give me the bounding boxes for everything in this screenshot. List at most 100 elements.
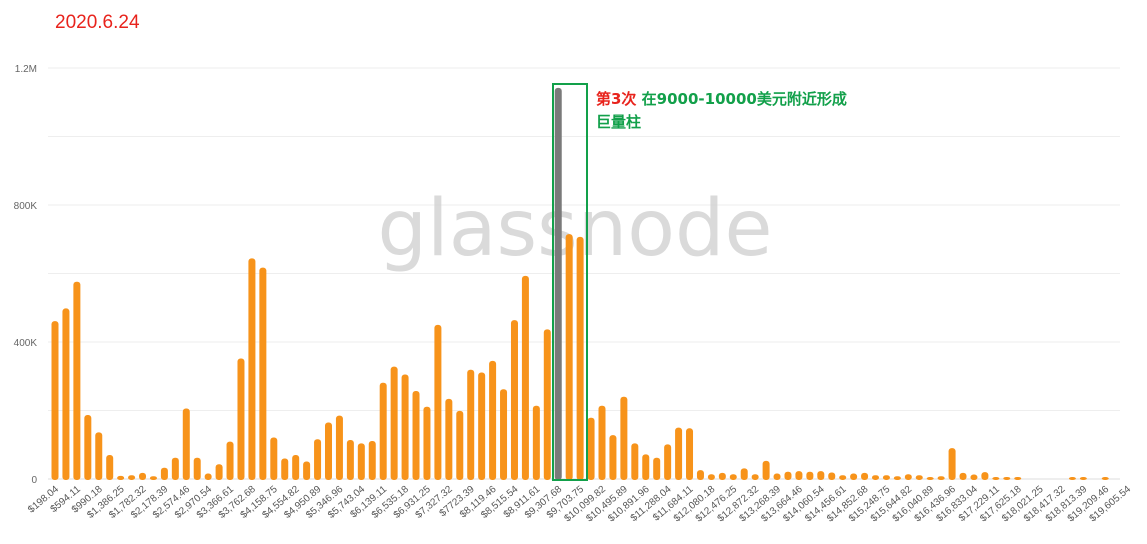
bar	[215, 464, 223, 480]
bar	[653, 457, 661, 480]
bar	[718, 472, 726, 480]
bar	[1101, 477, 1109, 480]
bar	[948, 448, 956, 480]
bar	[259, 267, 267, 480]
bar	[325, 422, 332, 480]
bar	[598, 405, 606, 480]
bar	[95, 432, 103, 480]
bar	[686, 428, 694, 480]
annotation: 第3次 在9000-10000美元附近形成 巨量柱	[596, 88, 847, 134]
bar	[893, 476, 901, 480]
y-tick-label: 1.2M	[15, 64, 37, 75]
bar	[631, 443, 639, 480]
bar	[795, 471, 803, 480]
annotation-highlight: 第3次	[596, 90, 637, 108]
bar	[171, 457, 179, 480]
bar	[751, 474, 759, 480]
bar	[303, 461, 311, 480]
bar	[806, 471, 814, 480]
bar	[368, 440, 376, 480]
bar	[1079, 477, 1087, 480]
bar	[1003, 476, 1011, 480]
bar	[740, 468, 748, 480]
bar	[926, 477, 934, 480]
bar	[675, 427, 683, 480]
bar	[270, 437, 278, 480]
bar	[817, 471, 825, 480]
bar	[346, 439, 354, 480]
bar	[248, 258, 256, 480]
bar	[609, 435, 617, 480]
bar	[445, 398, 453, 480]
bar	[106, 455, 114, 480]
bar	[532, 405, 540, 480]
glassnode-watermark: glassnode	[378, 184, 773, 274]
bar	[62, 308, 70, 480]
bar	[587, 417, 595, 480]
bar	[193, 457, 201, 480]
bar	[565, 234, 573, 480]
bar	[981, 472, 989, 480]
bar	[489, 360, 497, 480]
bar	[850, 473, 858, 480]
bar	[478, 372, 486, 480]
bar	[237, 358, 245, 480]
bar	[390, 366, 398, 480]
bar	[434, 324, 442, 480]
y-tick-label: 0	[31, 475, 37, 486]
bar	[959, 472, 967, 480]
bar	[139, 472, 147, 480]
bar	[828, 472, 836, 480]
bar	[51, 321, 59, 480]
bar	[882, 475, 890, 480]
highlight-box	[552, 83, 588, 481]
bar	[182, 408, 190, 480]
bar	[510, 320, 518, 480]
bar	[554, 87, 562, 481]
bar	[696, 470, 704, 480]
bar	[335, 415, 343, 480]
bar	[784, 471, 792, 480]
x-axis: $198.04$594.11$990.18$1,386.25$1,782.32$…	[26, 484, 1133, 525]
bar	[128, 475, 136, 480]
bar	[904, 474, 912, 480]
y-tick-label: 400K	[14, 338, 38, 349]
y-axis: 0 400K 800K 1.2M	[14, 64, 38, 486]
bar	[664, 444, 672, 480]
bar	[762, 460, 770, 480]
annotation-text-line1: 在9000-10000美元附近形成	[641, 90, 847, 108]
bar	[543, 329, 551, 480]
bar	[937, 476, 945, 480]
bar	[915, 475, 923, 480]
bar	[773, 473, 781, 480]
bar	[992, 477, 1000, 480]
bar	[84, 414, 92, 480]
bar	[521, 275, 529, 480]
bar	[423, 406, 431, 480]
bar	[357, 443, 365, 480]
bar	[160, 467, 168, 480]
bar	[861, 472, 869, 480]
bar	[620, 396, 628, 480]
bar	[642, 454, 650, 480]
bar	[1014, 476, 1022, 480]
bar	[117, 475, 125, 480]
bar	[456, 410, 464, 480]
bar	[467, 369, 475, 480]
bar	[729, 474, 737, 480]
bar	[707, 474, 715, 480]
bar	[576, 236, 584, 480]
bar	[292, 455, 300, 480]
bar	[379, 382, 387, 480]
bar	[1068, 477, 1076, 480]
bar	[226, 441, 234, 480]
bar	[149, 476, 157, 480]
bar	[412, 390, 420, 480]
bar	[204, 473, 212, 480]
bar	[73, 281, 81, 480]
bar	[872, 475, 879, 480]
bar	[970, 474, 978, 480]
bar	[314, 439, 322, 480]
date-label: 2020.6.24	[55, 12, 140, 33]
